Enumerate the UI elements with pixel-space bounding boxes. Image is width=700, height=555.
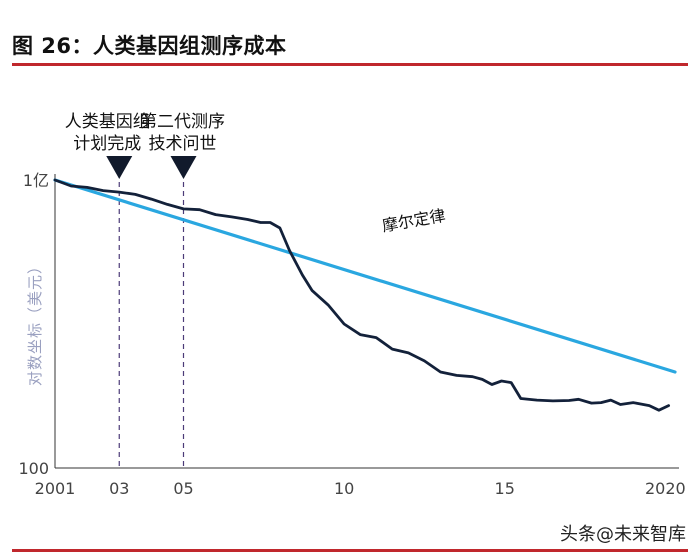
- watermark: 头条@未来智库: [560, 520, 686, 546]
- bottom-divider: [12, 549, 688, 552]
- x-tick-label: 05: [173, 479, 193, 498]
- x-tick-label: 2001: [35, 479, 76, 498]
- title-divider: [12, 63, 688, 66]
- y-axis-label: 对数坐标（美元）: [26, 258, 44, 386]
- figure-title: 图 26：人类基因组测序成本: [12, 34, 287, 58]
- event-label: 计划完成: [73, 134, 141, 154]
- event-arrow-marker: [106, 156, 133, 179]
- x-tick-label: 10: [334, 479, 354, 498]
- event-label: 技术问世: [148, 134, 216, 154]
- x-tick-label: 03: [109, 479, 129, 498]
- moore-law-annotation: 摩尔定律: [381, 206, 447, 236]
- event-label: 第二代测序: [140, 112, 225, 132]
- y-tick-label: 100: [18, 459, 49, 478]
- event-label: 人类基因组: [65, 112, 150, 132]
- y-tick-label: 1亿: [23, 171, 49, 190]
- event-arrow-marker: [170, 156, 197, 179]
- x-tick-label: 15: [495, 479, 515, 498]
- x-tick-label: 2020: [645, 479, 686, 498]
- sequencing-cost-line: [53, 178, 670, 412]
- moore-law-line: [53, 178, 677, 374]
- watermark-text: 头条@未来智库: [560, 524, 686, 545]
